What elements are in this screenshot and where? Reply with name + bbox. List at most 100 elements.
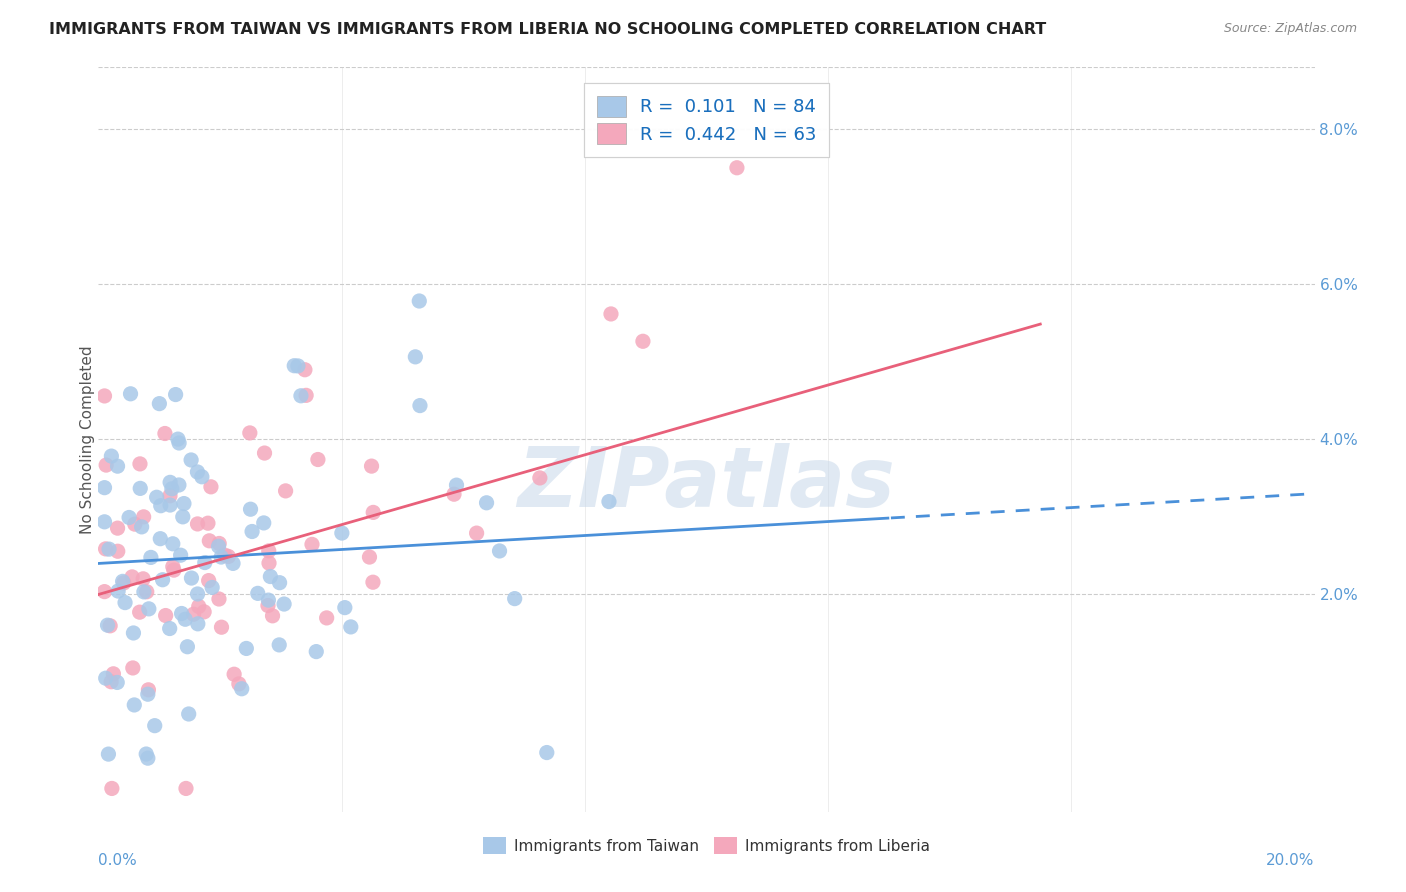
Point xyxy=(194,556,217,570)
Point xyxy=(198,533,221,548)
Text: ZIPatlas: ZIPatlas xyxy=(517,443,896,524)
Point xyxy=(330,526,353,541)
Point xyxy=(132,572,155,586)
Point xyxy=(107,584,129,599)
Point xyxy=(253,516,276,530)
Legend: Immigrants from Taiwan, Immigrants from Liberia: Immigrants from Taiwan, Immigrants from … xyxy=(477,831,936,860)
Point xyxy=(162,559,184,574)
Point xyxy=(105,675,128,690)
Point xyxy=(359,549,381,564)
Point xyxy=(159,622,181,636)
Point xyxy=(118,510,141,524)
Point xyxy=(186,516,208,531)
Point xyxy=(100,674,122,689)
Point xyxy=(600,307,623,321)
Point xyxy=(208,536,231,550)
Point xyxy=(503,591,526,606)
Point xyxy=(94,671,117,685)
Point xyxy=(163,563,186,577)
Point xyxy=(159,489,181,503)
Point xyxy=(143,719,166,733)
Point xyxy=(257,556,280,570)
Text: 0.0%: 0.0% xyxy=(98,853,138,868)
Point xyxy=(138,602,160,616)
Point xyxy=(107,521,129,535)
Point xyxy=(174,781,197,796)
Point xyxy=(259,569,281,583)
Point xyxy=(120,386,142,401)
Point xyxy=(475,496,498,510)
Y-axis label: No Schooling Completed: No Schooling Completed xyxy=(80,345,94,533)
Point xyxy=(239,502,262,516)
Point xyxy=(153,426,176,441)
Point xyxy=(148,397,170,411)
Point xyxy=(257,599,280,613)
Point xyxy=(167,432,190,446)
Point xyxy=(214,548,236,562)
Point xyxy=(132,585,155,599)
Point xyxy=(598,494,620,508)
Point xyxy=(136,687,159,701)
Point xyxy=(209,549,232,564)
Point xyxy=(122,626,145,640)
Point xyxy=(145,490,167,504)
Point xyxy=(167,478,190,492)
Point xyxy=(101,781,124,796)
Point xyxy=(114,596,136,610)
Point xyxy=(169,548,191,562)
Point xyxy=(488,544,510,558)
Point xyxy=(93,389,115,403)
Point xyxy=(159,475,181,490)
Point xyxy=(129,482,152,496)
Point xyxy=(290,389,312,403)
Point xyxy=(307,452,329,467)
Point xyxy=(222,557,245,571)
Point xyxy=(360,459,382,474)
Point xyxy=(165,387,187,401)
Point xyxy=(96,618,118,632)
Point xyxy=(361,575,384,590)
Point xyxy=(187,599,209,614)
Point xyxy=(124,698,146,712)
Point xyxy=(103,666,125,681)
Point xyxy=(160,482,183,496)
Point xyxy=(155,608,177,623)
Point xyxy=(257,593,280,607)
Point xyxy=(262,608,284,623)
Point xyxy=(177,706,200,721)
Point xyxy=(294,362,316,376)
Point xyxy=(176,640,198,654)
Point xyxy=(224,667,246,681)
Point xyxy=(269,638,291,652)
Point xyxy=(231,681,253,696)
Point xyxy=(183,607,205,622)
Point xyxy=(93,481,115,495)
Point xyxy=(136,751,159,765)
Point xyxy=(239,425,262,440)
Point xyxy=(240,524,263,539)
Point xyxy=(172,509,194,524)
Point xyxy=(197,516,219,531)
Point xyxy=(149,532,172,546)
Point xyxy=(273,597,295,611)
Text: 20.0%: 20.0% xyxy=(1267,853,1315,868)
Point xyxy=(207,539,229,553)
Point xyxy=(340,620,363,634)
Point xyxy=(174,612,197,626)
Point xyxy=(121,570,143,584)
Point xyxy=(305,644,328,658)
Point xyxy=(228,677,250,691)
Point xyxy=(443,487,465,501)
Point xyxy=(93,515,115,529)
Point xyxy=(193,605,215,619)
Point xyxy=(135,584,157,599)
Point xyxy=(200,480,222,494)
Text: Source: ZipAtlas.com: Source: ZipAtlas.com xyxy=(1223,22,1357,36)
Point xyxy=(529,471,551,485)
Point xyxy=(180,571,202,585)
Point xyxy=(131,520,153,534)
Point xyxy=(124,517,146,532)
Point xyxy=(167,436,190,450)
Point xyxy=(132,509,155,524)
Point xyxy=(180,453,202,467)
